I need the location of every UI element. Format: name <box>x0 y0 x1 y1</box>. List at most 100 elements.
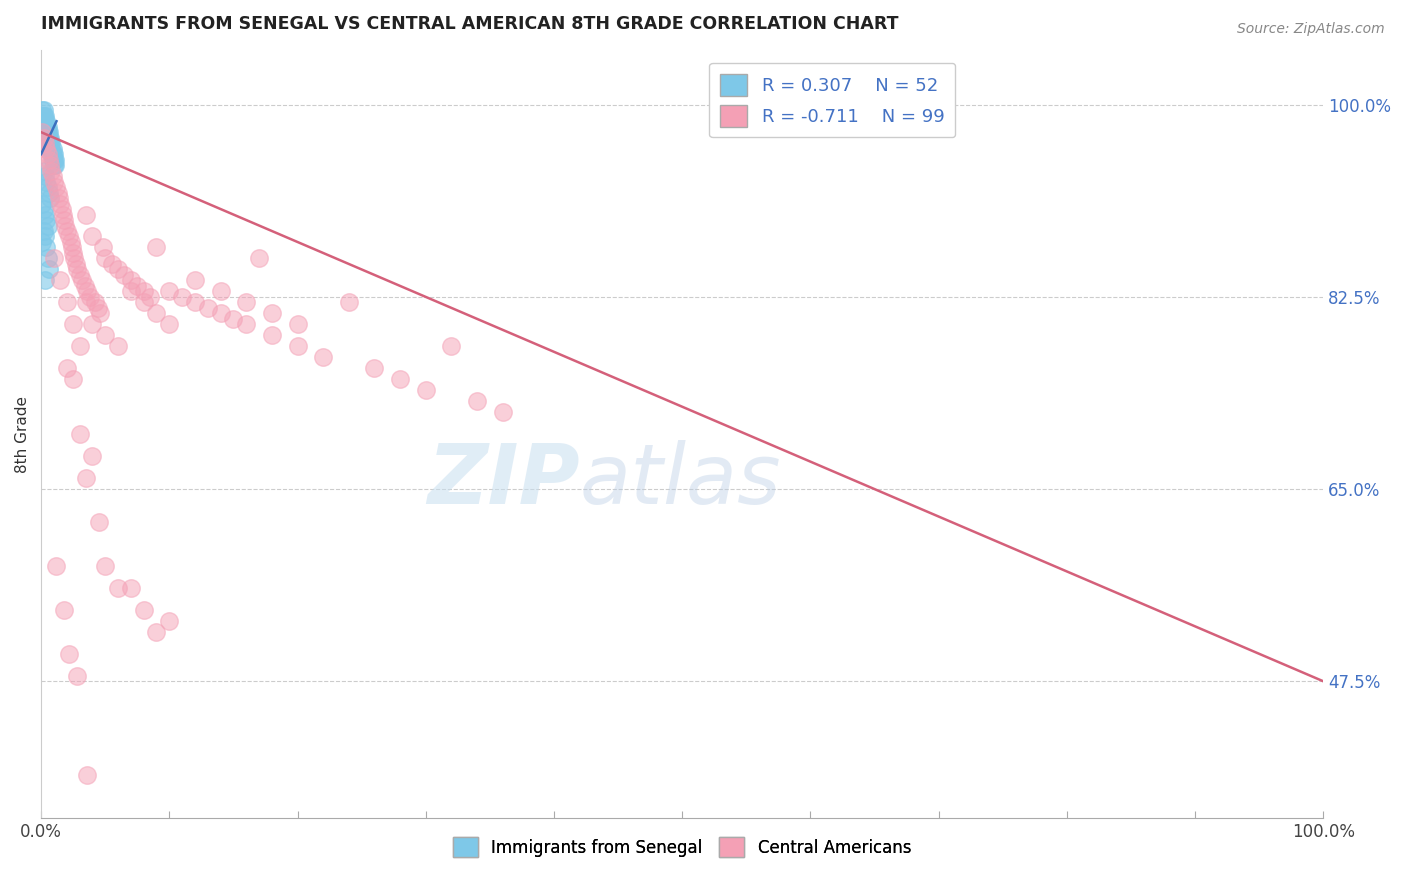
Point <box>34 169 56 183</box>
Point <box>42 153 65 167</box>
Point <box>107 339 129 353</box>
Point <box>41 142 63 156</box>
Point <box>45 180 67 194</box>
Point <box>51 202 73 216</box>
Point <box>75 208 97 222</box>
Point <box>42 147 65 161</box>
Y-axis label: 8th Grade: 8th Grade <box>15 396 30 473</box>
Legend: Immigrants from Senegal, Central Americans: Immigrants from Senegal, Central America… <box>447 830 918 864</box>
Point <box>41 136 63 151</box>
Point <box>84 295 107 310</box>
Point <box>120 581 142 595</box>
Point <box>60 240 83 254</box>
Point <box>114 268 136 282</box>
Point <box>62 246 84 260</box>
Point <box>32 103 55 118</box>
Point <box>41 163 63 178</box>
Point <box>55 224 77 238</box>
Point <box>39 136 62 151</box>
Point <box>120 273 142 287</box>
Point <box>55 295 77 310</box>
Text: atlas: atlas <box>579 440 782 521</box>
Point <box>32 163 55 178</box>
Point <box>34 109 56 123</box>
Point <box>42 158 65 172</box>
Point <box>389 372 412 386</box>
Point <box>32 114 55 128</box>
Point <box>94 328 117 343</box>
Point <box>184 295 207 310</box>
Point <box>94 558 117 573</box>
Point <box>55 219 77 233</box>
Point <box>53 603 76 617</box>
Point <box>132 603 155 617</box>
Point <box>82 318 104 332</box>
Point <box>41 142 63 156</box>
Point <box>82 449 104 463</box>
Point <box>44 153 66 167</box>
Point <box>132 295 155 310</box>
Point <box>34 229 56 244</box>
Point <box>45 558 67 573</box>
Point <box>75 471 97 485</box>
Point <box>41 147 63 161</box>
Point <box>39 158 62 172</box>
Point <box>100 257 122 271</box>
Point <box>89 306 111 320</box>
Point <box>44 158 66 172</box>
Point <box>41 147 63 161</box>
Point <box>32 109 55 123</box>
Point <box>87 515 110 529</box>
Point <box>49 273 72 287</box>
Point <box>34 273 56 287</box>
Point <box>37 120 59 134</box>
Point <box>34 136 56 151</box>
Point <box>35 240 58 254</box>
Point <box>38 130 60 145</box>
Point <box>31 103 53 118</box>
Point <box>37 125 59 139</box>
Point <box>287 318 309 332</box>
Point <box>70 273 93 287</box>
Point <box>35 175 58 189</box>
Point <box>34 125 56 139</box>
Point <box>31 114 53 128</box>
Point <box>42 252 65 266</box>
Point <box>235 318 257 332</box>
Point <box>34 120 56 134</box>
Point <box>157 318 180 332</box>
Point <box>37 219 59 233</box>
Point <box>287 339 309 353</box>
Point <box>157 285 180 299</box>
Point <box>34 114 56 128</box>
Point <box>69 427 91 442</box>
Point <box>35 213 58 227</box>
Point <box>132 285 155 299</box>
Text: Source: ZipAtlas.com: Source: ZipAtlas.com <box>1237 22 1385 37</box>
Point <box>312 351 335 365</box>
Point <box>247 252 270 266</box>
Point <box>209 285 232 299</box>
Point <box>157 614 180 628</box>
Point <box>46 186 69 200</box>
Point <box>337 295 360 310</box>
Text: ZIP: ZIP <box>427 440 579 521</box>
Point <box>79 290 101 304</box>
Point <box>197 301 219 315</box>
Point <box>38 186 60 200</box>
Point <box>39 191 62 205</box>
Point <box>31 109 53 123</box>
Point <box>491 405 513 419</box>
Point <box>465 394 488 409</box>
Point <box>38 262 60 277</box>
Point <box>76 285 98 299</box>
Point <box>31 125 53 139</box>
Point <box>41 169 63 183</box>
Point <box>94 252 117 266</box>
Point <box>35 120 58 134</box>
Point <box>260 328 283 343</box>
Point <box>73 279 96 293</box>
Point <box>37 130 59 145</box>
Point <box>37 252 59 266</box>
Point <box>107 262 129 277</box>
